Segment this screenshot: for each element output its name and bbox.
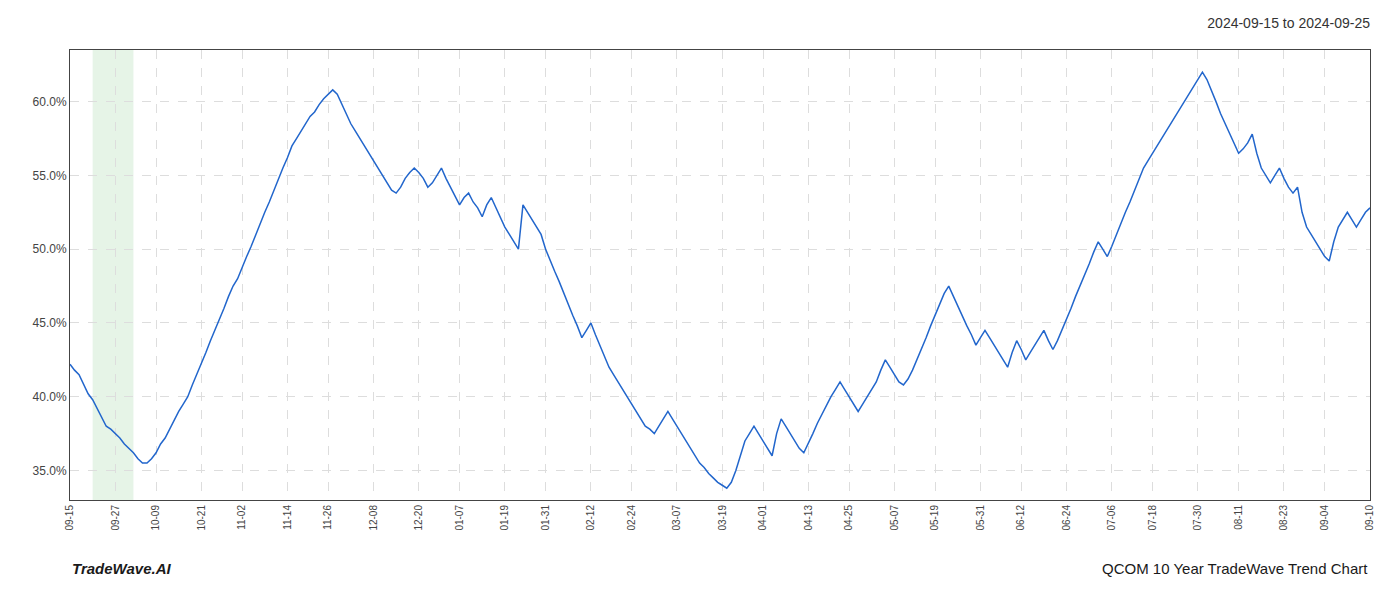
- svg-text:05-19: 05-19: [929, 505, 940, 531]
- svg-text:QCOM 10 Year TradeWave Trend C: QCOM 10 Year TradeWave Trend Chart: [1102, 560, 1368, 577]
- svg-text:09-27: 09-27: [110, 505, 121, 531]
- svg-text:09-10: 09-10: [1364, 505, 1375, 531]
- svg-text:12-20: 12-20: [413, 505, 424, 531]
- svg-text:50.0%: 50.0%: [33, 242, 67, 256]
- svg-text:09-04: 09-04: [1319, 505, 1330, 531]
- svg-text:06-24: 06-24: [1061, 505, 1072, 531]
- svg-text:01-19: 01-19: [499, 505, 510, 531]
- svg-text:60.0%: 60.0%: [33, 95, 67, 109]
- svg-text:01-31: 01-31: [540, 505, 551, 531]
- svg-text:08-23: 08-23: [1278, 505, 1289, 531]
- svg-text:01-07: 01-07: [454, 505, 465, 531]
- svg-text:12-08: 12-08: [368, 505, 379, 531]
- svg-text:35.0%: 35.0%: [33, 464, 67, 478]
- svg-text:09-15: 09-15: [64, 505, 75, 531]
- svg-text:07-06: 07-06: [1106, 505, 1117, 531]
- svg-text:40.0%: 40.0%: [33, 390, 67, 404]
- svg-text:04-13: 04-13: [803, 505, 814, 531]
- svg-text:TradeWave.AI: TradeWave.AI: [72, 560, 171, 577]
- svg-text:03-07: 03-07: [671, 505, 682, 531]
- svg-text:04-25: 04-25: [843, 505, 854, 531]
- svg-text:2024-09-15 to 2024-09-25: 2024-09-15 to 2024-09-25: [1207, 15, 1370, 31]
- svg-text:08-11: 08-11: [1233, 505, 1244, 530]
- svg-text:07-30: 07-30: [1192, 505, 1203, 531]
- svg-text:10-09: 10-09: [150, 505, 161, 531]
- svg-text:55.0%: 55.0%: [33, 169, 67, 183]
- svg-text:05-07: 05-07: [889, 505, 900, 531]
- svg-text:06-12: 06-12: [1015, 505, 1026, 531]
- svg-text:11-14: 11-14: [282, 505, 293, 530]
- svg-text:03-19: 03-19: [717, 505, 728, 531]
- svg-text:04-01: 04-01: [757, 505, 768, 531]
- svg-text:02-12: 02-12: [585, 505, 596, 531]
- svg-text:45.0%: 45.0%: [33, 316, 67, 330]
- svg-text:10-21: 10-21: [196, 505, 207, 531]
- svg-text:02-24: 02-24: [626, 505, 637, 531]
- svg-text:07-18: 07-18: [1147, 505, 1158, 531]
- svg-text:05-31: 05-31: [975, 505, 986, 531]
- svg-text:11-02: 11-02: [236, 505, 247, 530]
- svg-text:11-26: 11-26: [322, 505, 333, 530]
